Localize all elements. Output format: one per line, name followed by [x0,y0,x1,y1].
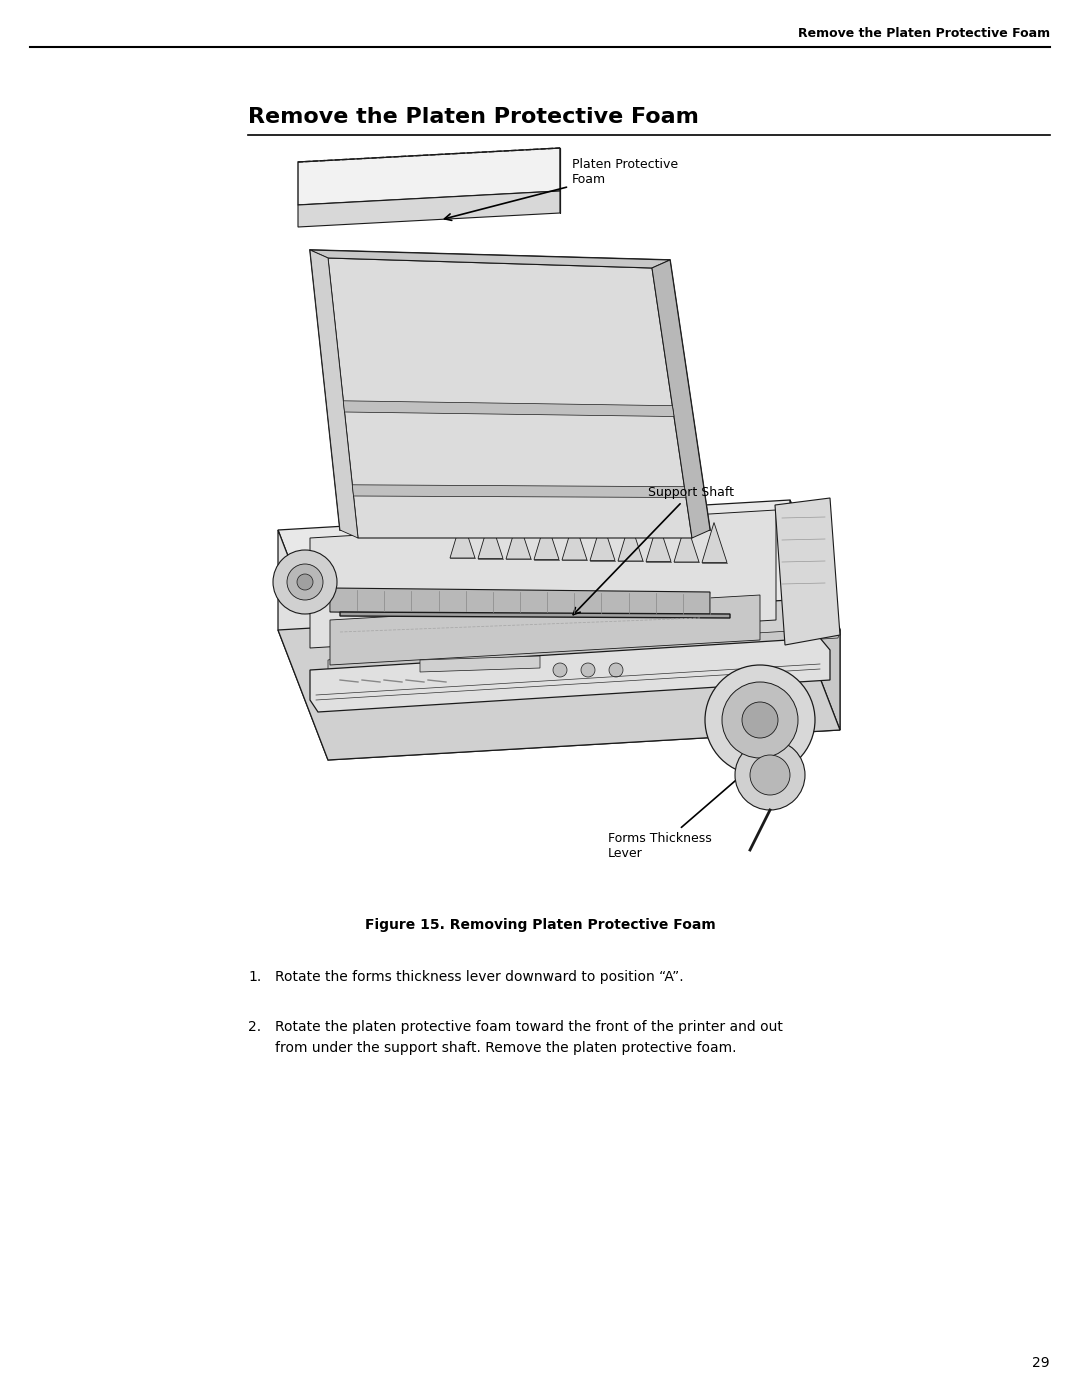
Polygon shape [278,599,840,760]
Text: Rotate the platen protective foam toward the front of the printer and out
from u: Rotate the platen protective foam toward… [275,1020,783,1055]
Polygon shape [310,510,777,648]
Circle shape [750,754,789,795]
Text: Figure 15. Removing Platen Protective Foam: Figure 15. Removing Platen Protective Fo… [365,918,715,932]
Polygon shape [310,250,710,529]
Circle shape [609,664,623,678]
Polygon shape [330,588,710,616]
Circle shape [735,740,805,810]
Circle shape [581,664,595,678]
Text: Remove the Platen Protective Foam: Remove the Platen Protective Foam [248,108,699,127]
Circle shape [287,564,323,599]
Text: 2.: 2. [248,1020,261,1034]
Polygon shape [340,612,730,617]
Polygon shape [420,657,540,672]
Circle shape [723,682,798,759]
Polygon shape [330,595,760,665]
Polygon shape [562,520,588,560]
Circle shape [273,550,337,615]
Polygon shape [298,191,561,226]
Text: 29: 29 [1032,1356,1050,1370]
Polygon shape [646,521,671,562]
Polygon shape [775,497,840,645]
Circle shape [742,703,778,738]
Text: Rotate the forms thickness lever downward to position “A”.: Rotate the forms thickness lever downwar… [275,970,684,983]
Polygon shape [789,500,840,731]
Polygon shape [618,521,643,562]
Polygon shape [534,520,559,560]
Polygon shape [310,250,357,538]
Text: 1.: 1. [248,970,261,983]
Polygon shape [450,518,475,557]
Circle shape [705,665,815,775]
Polygon shape [507,520,531,559]
Text: Platen Protective
Foam: Platen Protective Foam [445,158,678,221]
Polygon shape [310,250,670,268]
Polygon shape [310,638,831,712]
Polygon shape [652,260,710,538]
Polygon shape [298,148,561,205]
Text: Forms Thickness
Lever: Forms Thickness Lever [608,771,746,861]
Polygon shape [328,630,840,760]
Circle shape [553,664,567,678]
Polygon shape [702,522,727,563]
Polygon shape [328,258,692,538]
Text: Remove the Platen Protective Foam: Remove the Platen Protective Foam [798,27,1050,41]
Polygon shape [278,500,840,659]
Circle shape [297,574,313,590]
Polygon shape [278,529,328,760]
Polygon shape [674,522,699,562]
Polygon shape [590,521,615,560]
Polygon shape [478,518,503,559]
Polygon shape [328,629,840,671]
Text: Support Shaft: Support Shaft [573,486,734,615]
Polygon shape [352,485,686,497]
Polygon shape [343,401,674,416]
